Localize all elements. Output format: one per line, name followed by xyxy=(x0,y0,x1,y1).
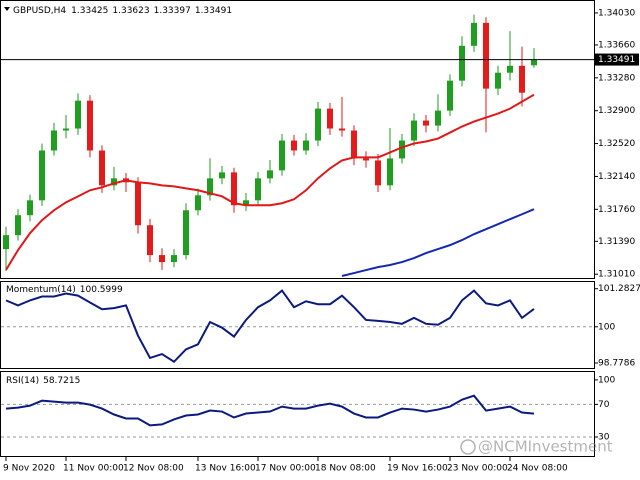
candle-body xyxy=(495,72,501,89)
candle-body xyxy=(351,130,357,159)
candle-body xyxy=(195,195,201,211)
y-tick-label: 1.33660 xyxy=(598,40,635,50)
candle-body xyxy=(291,140,297,151)
indicator-name: Momentum(14) xyxy=(6,285,76,295)
indicator-value: 100.5999 xyxy=(80,285,123,295)
candle-body xyxy=(519,65,525,93)
y-tick-label: 1.33280 xyxy=(598,73,635,83)
candle-body xyxy=(159,255,165,263)
candle-body xyxy=(39,150,45,201)
candle-body xyxy=(363,158,369,161)
candle-body xyxy=(387,158,393,186)
candle-body xyxy=(423,120,429,126)
x-tick-label: 18 Nov 08:00 xyxy=(315,464,376,474)
candle-body xyxy=(279,140,285,171)
candle-body xyxy=(3,235,9,250)
low: 1.33397 xyxy=(154,6,191,16)
candle-body xyxy=(75,100,81,129)
candle-body xyxy=(267,170,273,179)
candle-body xyxy=(411,120,417,141)
candle-body xyxy=(231,172,237,206)
rsi-header: RSI(14) 58.7215 xyxy=(6,376,80,386)
candle-body xyxy=(435,110,441,126)
momentum-panel xyxy=(0,281,595,369)
candle-body xyxy=(99,150,105,186)
candle-body xyxy=(507,65,513,73)
y-tick-label: 30 xyxy=(598,432,610,442)
y-tick-label: 1.31010 xyxy=(598,270,635,280)
candle-body xyxy=(399,140,405,159)
candle-body xyxy=(315,108,321,141)
candle-body xyxy=(87,100,93,151)
y-tick-label: 1.31390 xyxy=(598,237,635,247)
y-tick-label: 101.2827 xyxy=(598,284,640,294)
candle-body xyxy=(51,130,57,151)
indicator-value: 58.7215 xyxy=(43,376,80,386)
price-box xyxy=(595,53,639,66)
x-tick-label: 19 Nov 16:00 xyxy=(387,464,448,474)
y-tick-label: 98.7786 xyxy=(598,359,635,369)
candle-body xyxy=(375,160,381,186)
indicator-line xyxy=(5,289,535,364)
candle-body xyxy=(171,255,177,263)
rsi-panel xyxy=(0,371,595,457)
x-tick-label: 12 Nov 08:00 xyxy=(123,464,184,474)
candle-body xyxy=(111,178,117,186)
y-tick-label: 1.32140 xyxy=(598,172,635,182)
candle-body xyxy=(471,22,477,46)
candle-body xyxy=(15,215,21,236)
x-tick-label: 13 Nov 16:00 xyxy=(195,464,256,474)
y-tick-label: 1.32900 xyxy=(598,106,635,116)
candle-body xyxy=(255,178,261,201)
watermark: @NCMInvestment xyxy=(478,438,613,456)
momentum-header: Momentum(14) 100.5999 xyxy=(6,285,123,295)
candle-body xyxy=(183,210,189,256)
y-tick-label: 1.32520 xyxy=(598,139,635,149)
x-tick-label: 17 Nov 00:00 xyxy=(255,464,316,474)
close: 1.33491 xyxy=(195,6,232,16)
candle-body xyxy=(207,178,213,196)
candle-body xyxy=(63,128,69,131)
main-panel xyxy=(0,0,595,279)
high: 1.33623 xyxy=(112,6,149,16)
candle-body xyxy=(219,172,225,179)
indicator-name: RSI(14) xyxy=(6,376,39,386)
y-tick-label: 70 xyxy=(598,400,610,410)
y-tick-label: 100 xyxy=(598,322,615,332)
y-tick-label: 100 xyxy=(598,375,615,385)
candle-body xyxy=(339,128,345,131)
indicator-line xyxy=(5,394,535,427)
y-tick-label: 1.31760 xyxy=(598,205,635,215)
candle-body xyxy=(27,200,33,216)
candle-body xyxy=(303,140,309,151)
candle-body xyxy=(243,200,249,206)
candle-body xyxy=(459,45,465,81)
y-tick-label: 1.34030 xyxy=(598,8,635,18)
open: 1.33425 xyxy=(71,6,108,16)
price-label: 1.33491 xyxy=(598,55,635,65)
candle-body xyxy=(147,225,153,256)
candle-body xyxy=(483,22,489,89)
collapse-icon xyxy=(4,7,10,11)
symbol: GBPUSD,H4 xyxy=(13,6,66,16)
candle-body xyxy=(135,182,141,226)
main-header: GBPUSD,H4 1.33425 1.33623 1.33397 1.33491 xyxy=(13,6,232,16)
candle-body xyxy=(327,108,333,129)
indicator-line xyxy=(5,93,535,271)
watermark-group: @NCMInvestment xyxy=(460,438,613,456)
x-tick-label: 24 Nov 08:00 xyxy=(507,464,568,474)
watermark-icon xyxy=(460,439,476,455)
x-tick-label: 23 Nov 00:00 xyxy=(447,464,508,474)
x-tick-label: 9 Nov 2020 xyxy=(3,464,55,474)
indicator-line xyxy=(341,208,535,277)
candle-body xyxy=(531,59,537,66)
marks: 1.34030 1.33660 1.33280 1.32900 1.32520 1.321… xyxy=(1,8,640,474)
x-tick-label: 11 Nov 00:00 xyxy=(63,464,124,474)
candle-body xyxy=(447,80,453,111)
